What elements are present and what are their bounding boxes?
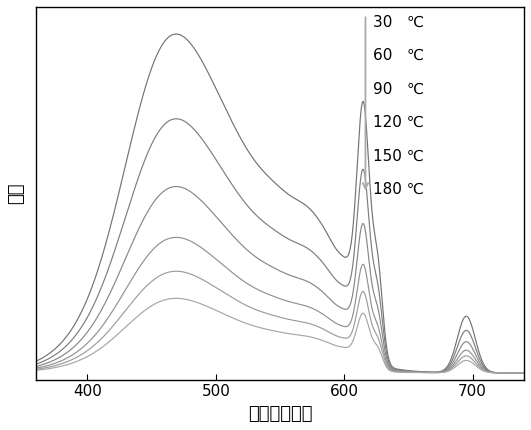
Text: 120 ℃: 120 ℃	[373, 115, 424, 130]
Text: 60   ℃: 60 ℃	[373, 48, 424, 63]
Text: 30   ℃: 30 ℃	[373, 14, 424, 29]
Text: 90   ℃: 90 ℃	[373, 81, 424, 96]
Text: 150 ℃: 150 ℃	[373, 148, 424, 163]
Text: 180 ℃: 180 ℃	[373, 182, 424, 197]
X-axis label: 波长（纳米）: 波长（纳米）	[248, 405, 312, 423]
Y-axis label: 强度: 强度	[7, 183, 25, 204]
